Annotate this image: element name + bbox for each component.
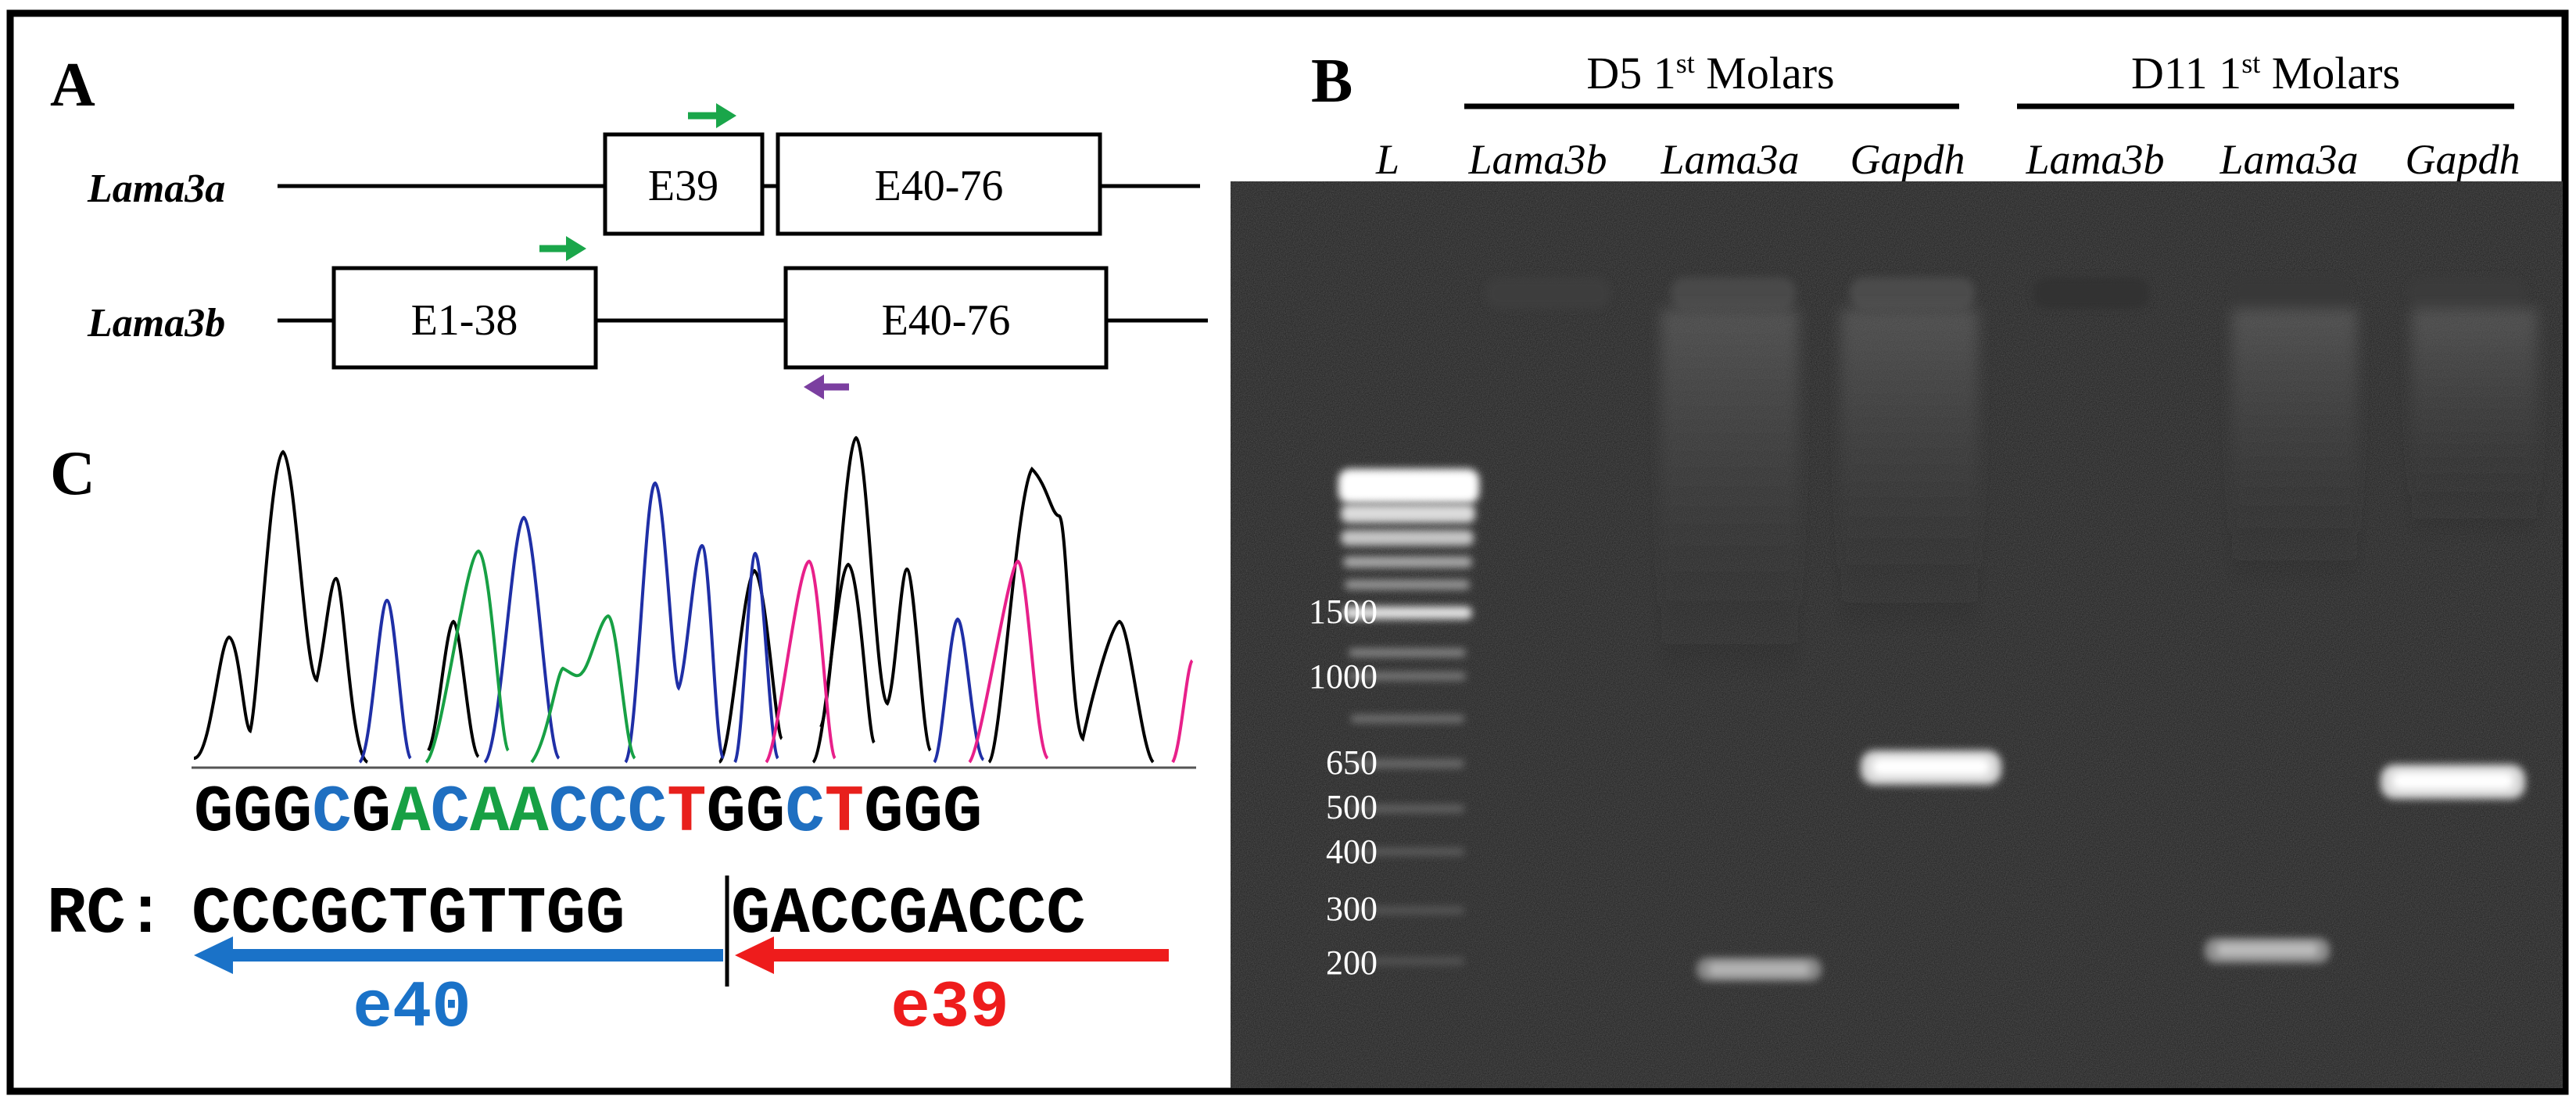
forward-primer-arrow-lama3a — [688, 103, 736, 128]
panel-a: A Lama3a E39 E40-76 Lama3b E1-38 E40-76 — [50, 51, 1208, 399]
ladder-size-1500: 1500 — [1309, 593, 1378, 631]
base-call-6: C — [431, 776, 470, 851]
exon39-arrow — [735, 936, 1169, 974]
rc-sequence-right: GACCGACCC — [731, 878, 1086, 952]
lama3a-exon-e40-76 — [776, 132, 1102, 236]
base-call-9: C — [549, 776, 588, 851]
lama3b-exon-e1-38-label: E1-38 — [411, 296, 518, 345]
lane-label-d5-lama3b: Lama3b — [1467, 136, 1607, 183]
smear-d5-gapdh — [1841, 309, 1978, 637]
lane-label-d11-lama3a: Lama3a — [2219, 136, 2358, 183]
exon40-label: e40 — [353, 972, 471, 1046]
lama3b-exon-e1-38 — [331, 266, 598, 370]
ladder-size-200: 200 — [1326, 944, 1378, 982]
base-call-13: G — [706, 776, 745, 851]
lane-label-d11-lama3b: Lama3b — [2025, 136, 2164, 183]
base-call-11: C — [628, 776, 667, 851]
lama3a-exon-e39 — [603, 132, 765, 236]
exon40-arrow — [194, 936, 723, 974]
base-call-sequence: GGGCGACAACCCTGGCTGGG — [194, 776, 982, 851]
base-call-3: C — [312, 776, 351, 851]
base-call-5: A — [391, 776, 431, 851]
ladder-size-1000: 1000 — [1309, 657, 1378, 696]
base-call-4: G — [352, 776, 391, 851]
base-call-18: G — [904, 776, 943, 851]
panel-c: C GGGCGACAACCCTGGCTGGG — [47, 435, 1196, 1046]
panel-label-c: C — [50, 439, 95, 508]
ladder-size-500: 500 — [1326, 788, 1378, 826]
ladder-bands — [1338, 469, 1479, 965]
base-call-2: G — [273, 776, 312, 851]
ladder-size-300: 300 — [1326, 890, 1378, 928]
ladder-size-650: 650 — [1326, 743, 1378, 782]
base-call-10: C — [588, 776, 627, 851]
base-call-8: A — [509, 776, 549, 851]
lama3a-exon-e39-label: E39 — [648, 162, 718, 210]
chromatogram-trace — [192, 435, 1196, 769]
lama3a-label: Lama3a — [87, 167, 225, 211]
panel-label-a: A — [50, 51, 95, 120]
figure-border — [6, 9, 2569, 1095]
lane-label-d5-lama3a: Lama3a — [1660, 136, 1799, 183]
base-call-0: G — [194, 776, 233, 851]
base-call-15: C — [785, 776, 824, 851]
gel-band-d11-gapdh — [2381, 765, 2525, 799]
ladder-size-400: 400 — [1326, 833, 1378, 871]
smear-d11-lama3a — [2232, 309, 2357, 590]
lama3b-label: Lama3b — [87, 301, 225, 346]
smear-d11-gapdh — [2412, 309, 2537, 543]
gel-band-d5-lama3a — [1696, 958, 1822, 981]
base-call-14: G — [746, 776, 785, 851]
gel-image — [1231, 181, 2563, 1088]
forward-primer-arrow-lama3b — [539, 236, 586, 261]
base-call-16: T — [825, 776, 864, 851]
group-label-d5: D5 1st Molars — [1586, 48, 1834, 98]
lama3b-exon-e40-76-label: E40-76 — [882, 296, 1011, 345]
lama3b-exon-e40-76 — [783, 266, 1109, 370]
base-call-12: T — [667, 776, 706, 851]
lane-label-d11-gapdh: Gapdh — [2406, 136, 2520, 183]
gel-band-d11-lama3a — [2205, 938, 2330, 963]
smear-d5-lama3a — [1661, 309, 1798, 684]
base-call-17: G — [864, 776, 903, 851]
base-call-1: G — [233, 776, 272, 851]
gel-wells — [1485, 278, 2525, 309]
panel-b: B D5 1st Molars D11 1st Molars L Lama3b … — [1231, 47, 2563, 1088]
lane-label-d5-gapdh: Gapdh — [1850, 136, 1965, 183]
base-call-19: G — [943, 776, 982, 851]
rc-sequence-left: CCCGCTGTTGG — [192, 878, 625, 952]
gel-band-d5-gapdh — [1861, 750, 2001, 785]
base-call-7: A — [470, 776, 510, 851]
exon39-label: e39 — [890, 972, 1009, 1046]
lama3a-exon-e40-76-label: E40-76 — [875, 162, 1004, 210]
reverse-primer-arrow — [804, 374, 849, 399]
lane-label-ladder: L — [1375, 136, 1399, 183]
group-label-d11: D11 1st Molars — [2131, 48, 2400, 98]
rc-label: RC: — [47, 878, 165, 952]
panel-label-b: B — [1311, 47, 1352, 116]
